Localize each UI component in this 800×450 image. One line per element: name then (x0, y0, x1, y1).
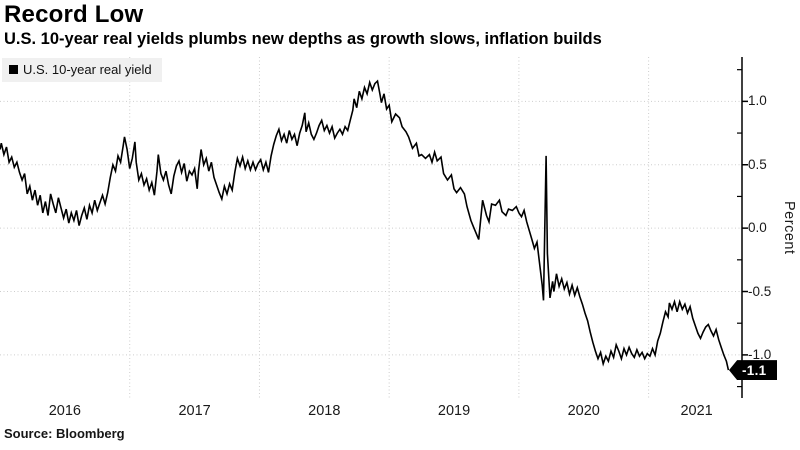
source-credit: Source: Bloomberg (4, 426, 125, 441)
last-value-text: -1.1 (742, 362, 767, 378)
y-tick-label: -1.0 (748, 346, 772, 362)
x-tick-label: 2016 (48, 403, 81, 419)
last-value-badge: -1.1 (729, 360, 777, 381)
legend: U.S. 10-year real yield (2, 58, 162, 82)
x-tick-label: 2017 (178, 403, 211, 419)
x-tick-label: 2019 (437, 403, 471, 419)
chart-subtitle: U.S. 10-year real yields plumbs new dept… (4, 30, 602, 48)
y-tick-label: -0.5 (748, 283, 772, 299)
y-tick-label: 0.0 (748, 220, 767, 236)
y-tick-label: 1.0 (748, 93, 767, 109)
legend-series-label: U.S. 10-year real yield (23, 62, 152, 77)
series-line (0, 79, 730, 371)
x-tick-label: 2020 (567, 403, 600, 419)
legend-series-marker-icon (9, 65, 18, 74)
y-tick-label: 0.5 (748, 156, 767, 172)
y-axis-title: Percent (781, 200, 797, 255)
chart-title: Record Low (4, 1, 144, 28)
x-tick-label: 2021 (680, 403, 713, 419)
x-tick-label: 2018 (308, 403, 341, 419)
